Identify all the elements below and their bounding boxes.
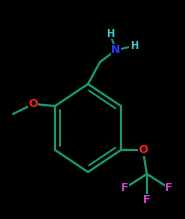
Text: H: H <box>106 29 114 39</box>
Text: O: O <box>28 99 38 109</box>
Text: F: F <box>121 183 129 193</box>
Text: H: H <box>130 41 138 51</box>
Text: F: F <box>143 195 151 205</box>
Text: N: N <box>111 45 121 55</box>
Text: F: F <box>165 183 173 193</box>
Text: O: O <box>138 145 148 155</box>
